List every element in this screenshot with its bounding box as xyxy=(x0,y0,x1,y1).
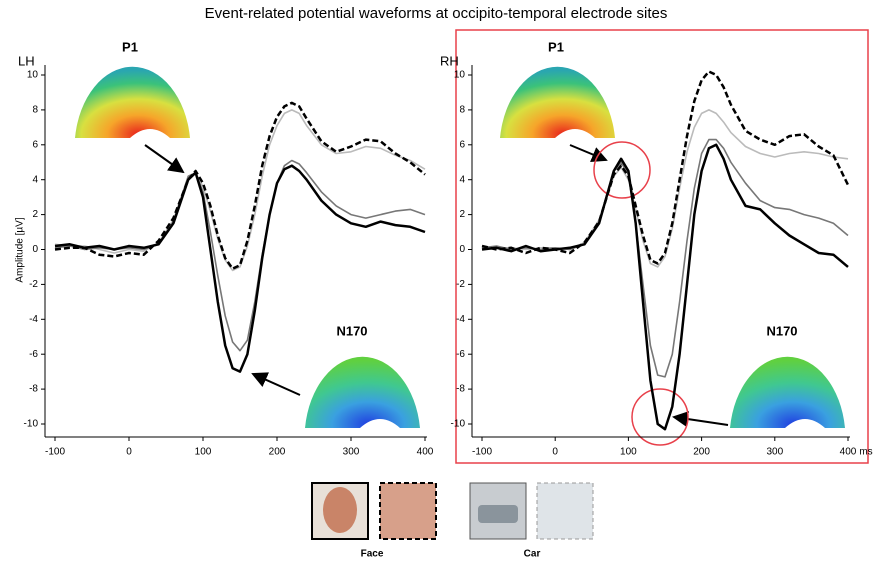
x-tick-label: -100 xyxy=(45,447,65,458)
hemisphere-label: LH xyxy=(18,53,35,68)
component-label: P1 xyxy=(122,39,138,54)
topomap xyxy=(305,356,420,428)
y-tick-label: -8 xyxy=(29,384,38,395)
y-tick-label: 0 xyxy=(459,244,465,255)
waveform xyxy=(481,138,849,378)
waveform xyxy=(54,101,426,270)
scrambled-car-image xyxy=(536,482,594,540)
y-tick-label: 8 xyxy=(32,105,38,116)
waveform xyxy=(481,143,849,431)
x-tick-label: 100 xyxy=(620,447,637,458)
x-tick-label: 300 xyxy=(343,447,360,458)
y-tick-label: -8 xyxy=(456,384,465,395)
arrows xyxy=(144,144,729,427)
topomap xyxy=(730,356,845,428)
y-tick-label: 6 xyxy=(459,139,465,150)
y-tick-label: -4 xyxy=(29,314,38,325)
y-tick-label: -2 xyxy=(29,279,38,290)
waveform xyxy=(54,159,426,352)
y-tick-label: 2 xyxy=(32,209,38,220)
legend-label: Face xyxy=(361,549,384,560)
x-tick-label: 200 xyxy=(269,447,286,458)
topomap xyxy=(500,66,615,138)
x-tick-label: 100 xyxy=(195,447,212,458)
x-tick-label: 0 xyxy=(552,447,558,458)
y-tick-label: 4 xyxy=(459,174,465,185)
y-tick-label: 2 xyxy=(459,209,465,220)
face xyxy=(323,487,357,533)
y-tick-label: 10 xyxy=(27,70,39,81)
highlight-circle xyxy=(593,141,651,199)
x-tick-label: 400 xyxy=(417,447,434,458)
y-tick-label: 10 xyxy=(454,70,466,81)
x-axis-label: ms xyxy=(859,447,872,458)
y-tick-label: 4 xyxy=(32,174,38,185)
topomap xyxy=(75,66,190,138)
highlight-circle xyxy=(631,388,689,446)
y-tick-label: 0 xyxy=(32,244,38,255)
y-tick-label: -2 xyxy=(456,279,465,290)
component-label: N170 xyxy=(766,323,797,338)
x-tick-label: 0 xyxy=(126,447,132,458)
x-tick-label: -100 xyxy=(472,447,492,458)
y-tick-label: -10 xyxy=(451,419,466,430)
topomaps xyxy=(75,66,845,428)
x-tick-label: 200 xyxy=(693,447,710,458)
legend-label: Car xyxy=(524,549,541,560)
arrow xyxy=(672,411,729,427)
scrambled-face-image xyxy=(379,482,437,540)
waveform xyxy=(481,70,850,265)
y-tick-label: -4 xyxy=(456,314,465,325)
x-tick-label: 300 xyxy=(766,447,783,458)
y-tick-label: -10 xyxy=(24,419,39,430)
title: Event-related potential waveforms at occ… xyxy=(205,5,668,22)
highlight-box xyxy=(455,29,869,464)
y-tick-label: 8 xyxy=(459,105,465,116)
x-tick-label: 400 xyxy=(840,447,857,458)
hemisphere-label: RH xyxy=(440,53,459,68)
y-tick-label: -6 xyxy=(29,349,38,360)
arrow xyxy=(144,144,185,174)
arrow xyxy=(569,144,608,162)
component-label: P1 xyxy=(548,39,564,54)
y-tick-label: -6 xyxy=(456,349,465,360)
y-axis-label: Amplitude [µV] xyxy=(15,217,26,282)
waveform xyxy=(54,164,426,373)
y-tick-label: 6 xyxy=(32,139,38,150)
stimuli: Face Car xyxy=(311,482,594,560)
waveform xyxy=(54,109,426,272)
car xyxy=(478,505,518,523)
arrow xyxy=(251,372,301,396)
component-label: N170 xyxy=(336,323,367,338)
